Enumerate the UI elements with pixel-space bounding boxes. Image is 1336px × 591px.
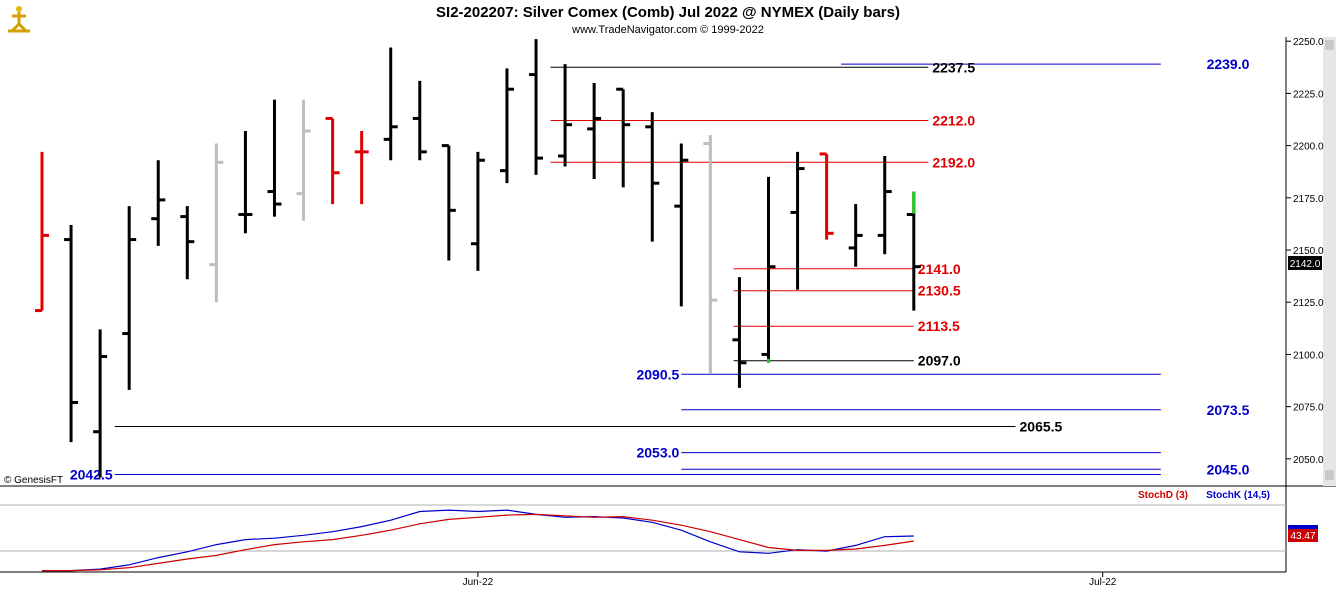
ohlc-bar — [616, 87, 631, 188]
ohlc-bar — [470, 151, 485, 271]
ohlc-bar — [151, 160, 166, 246]
ohlc-bar — [122, 206, 137, 390]
ohlc-bar — [674, 143, 689, 307]
level-label: 2097.0 — [918, 353, 961, 369]
ohlc-bar — [64, 224, 79, 443]
x-tick-label: Jun-22 — [463, 577, 494, 588]
stochk-line — [42, 509, 914, 572]
y-tick-label: 2250.0 — [1293, 37, 1324, 48]
ohlc-bar — [267, 99, 282, 217]
ohlc-bar — [35, 151, 49, 313]
ohlc-bar — [325, 116, 340, 205]
ohlc-bar — [93, 329, 108, 478]
ohlc-bar — [529, 39, 544, 175]
level-label: 2212.0 — [932, 113, 975, 129]
ohlc-bar — [645, 112, 660, 242]
stoch-lines — [42, 509, 914, 572]
ohlc-bar — [238, 130, 253, 234]
y-tick-label: 2075.0 — [1293, 403, 1324, 414]
ohlc-bar — [848, 204, 863, 267]
last-price-tag — [1288, 256, 1322, 270]
watermark: © GenesisFT — [4, 475, 63, 486]
price-panel — [0, 37, 1286, 486]
ohlc-bar — [209, 143, 224, 303]
level-label: 2045.0 — [1207, 461, 1250, 477]
stochk-legend: StochK (14,5) — [1206, 490, 1270, 501]
ohlc-bar — [441, 144, 456, 261]
level-label: 2042.5 — [70, 467, 113, 483]
x-axis: Jun-22 Jul-22 — [463, 572, 1117, 588]
stoch-value-label: 43.47 — [1290, 531, 1315, 542]
ohlc-bar — [558, 64, 573, 167]
ohlc-bar — [703, 135, 718, 374]
ohlc-bar — [412, 80, 427, 161]
ohlc-bar — [761, 176, 776, 363]
ohlc-bar — [906, 191, 921, 311]
ohlc-bar — [819, 152, 834, 240]
ohlc-bar — [877, 156, 892, 255]
y-tick-label: 2175.0 — [1293, 194, 1324, 205]
ohlc-bar — [354, 130, 369, 205]
stochk-value-tag — [1288, 525, 1318, 529]
level-label: 2073.5 — [1207, 402, 1250, 418]
chart-title: SI2-202207: Silver Comex (Comb) Jul 2022… — [436, 4, 900, 21]
ohlc-bar — [180, 206, 195, 280]
ohlc-bar — [732, 277, 747, 388]
ohlc-bars — [35, 39, 921, 478]
ohlc-bar — [383, 47, 398, 161]
y-tick-label: 2200.0 — [1293, 142, 1324, 153]
level-label: 2237.5 — [932, 59, 975, 75]
ohlc-bar — [499, 68, 514, 184]
last-price-label: 2142.0 — [1290, 259, 1321, 270]
y-tick-label: 2100.0 — [1293, 350, 1324, 361]
level-label: 2130.5 — [918, 283, 961, 299]
level-label: 2141.0 — [918, 261, 961, 277]
level-label: 2192.0 — [932, 154, 975, 170]
level-label: 2053.0 — [636, 445, 679, 461]
ohlc-bar — [587, 82, 602, 180]
level-label: 2113.5 — [918, 318, 960, 334]
chart-subtitle: www.TradeNavigator.com © 1999-2022 — [571, 24, 764, 36]
level-label: 2065.5 — [1020, 418, 1063, 434]
scroll-down-button[interactable] — [1325, 470, 1334, 480]
level-lines: 2239.0 2237.5 2212.0 2192.0 2141.0 2130.5 2113… — [70, 56, 1250, 482]
ohlc-bar — [296, 99, 311, 221]
y-tick-label: 2150.0 — [1293, 246, 1324, 257]
scroll-gutter[interactable] — [1323, 37, 1336, 486]
logo-icon — [4, 4, 34, 34]
level-label: 2090.5 — [636, 366, 679, 382]
ohlc-bar — [790, 151, 805, 290]
stochd-legend: StochD (3) — [1138, 490, 1188, 501]
stochd-line — [42, 513, 914, 572]
y-tick-label: 2125.0 — [1293, 298, 1324, 309]
scroll-up-button[interactable] — [1325, 40, 1334, 50]
y-tick-label: 2050.0 — [1293, 455, 1324, 466]
level-label: 2239.0 — [1207, 56, 1250, 72]
x-tick-label: Jul-22 — [1089, 577, 1117, 588]
stochd-value-tag — [1288, 529, 1318, 542]
y-tick-label: 2225.0 — [1293, 89, 1324, 100]
y-axis: 2050.0 2075.0 2100.0 2125.0 2150.0 2175.0 2200… — [1286, 37, 1324, 466]
